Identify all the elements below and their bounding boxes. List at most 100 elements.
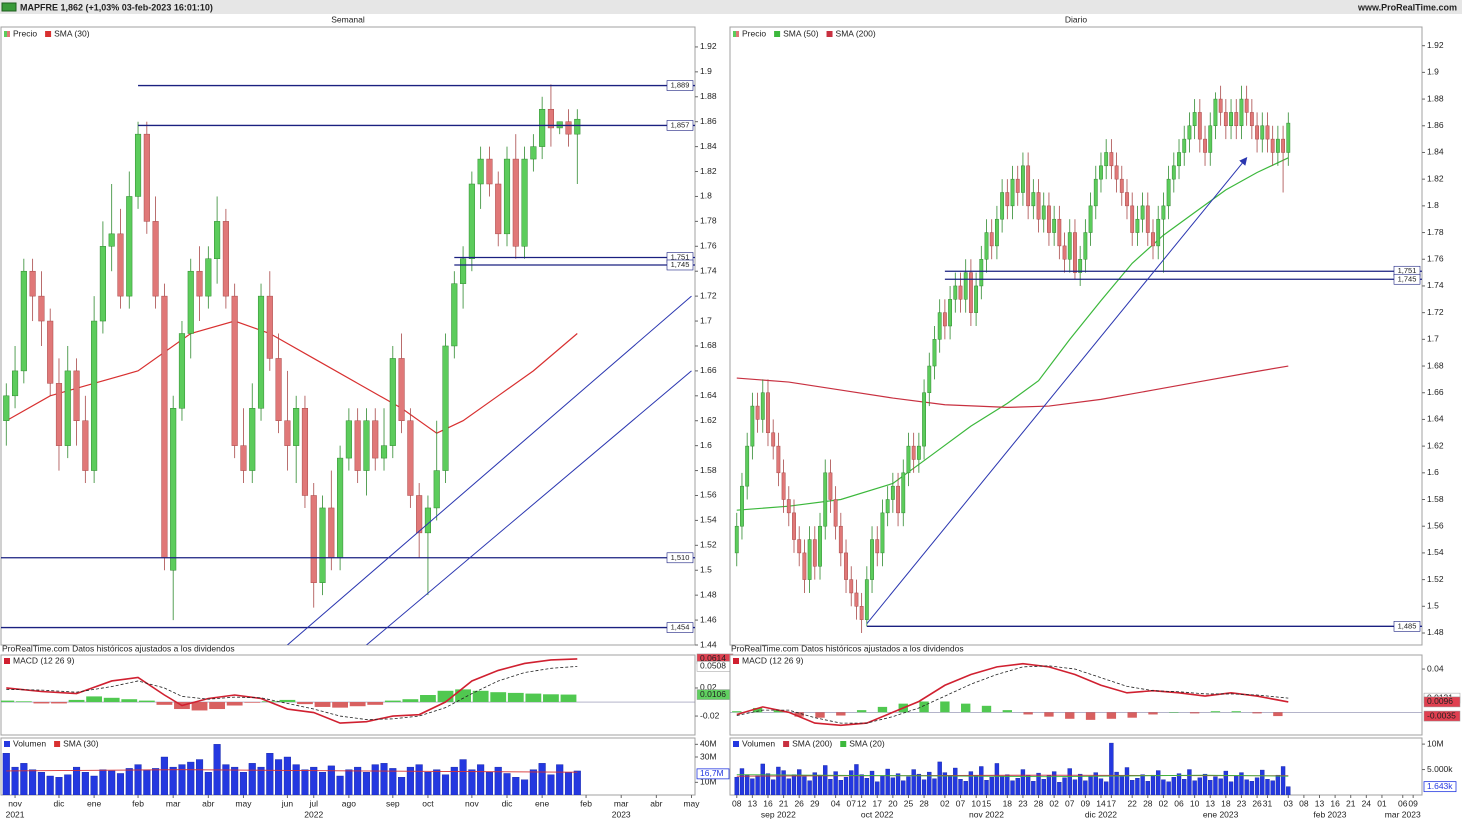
volume-bar	[932, 778, 937, 795]
candle-body	[1239, 98, 1244, 127]
volume-bar	[1005, 774, 1010, 795]
y-tick-label: 1.64	[1427, 414, 1444, 424]
macd-histogram-bar	[402, 699, 419, 703]
candle-body	[854, 592, 859, 607]
volume-bar	[108, 770, 116, 795]
x-tick-label: ene	[535, 798, 549, 808]
candle-body	[844, 552, 848, 580]
y-tick-label: 1.58	[700, 465, 717, 475]
volume-bar	[371, 764, 379, 795]
moving-average	[5, 320, 578, 434]
volume-bar	[760, 763, 765, 795]
macd-histogram-bar	[543, 694, 559, 703]
value-marker-label: 1.643k	[1427, 781, 1453, 791]
candle-body	[1062, 245, 1067, 260]
macd-histogram-bar	[1106, 712, 1117, 719]
legend-label: MACD (12 26 9)	[742, 655, 804, 665]
candle-body	[734, 525, 739, 554]
volume-bar	[843, 776, 849, 795]
legend-swatch	[7, 31, 10, 37]
y-tick-label: 1.66	[700, 365, 717, 375]
volume-bar	[937, 761, 942, 795]
volume-bar	[953, 767, 958, 795]
candle-body	[1244, 98, 1249, 113]
volume-bar	[875, 781, 880, 795]
candle-body	[64, 370, 71, 446]
candle-body	[958, 285, 963, 300]
candle-body	[875, 539, 880, 554]
macd-histogram-bar	[1044, 712, 1054, 717]
candle-body	[1099, 165, 1103, 180]
candle-body	[896, 485, 900, 514]
x-tick-label: 22	[1127, 798, 1137, 808]
candle-body	[807, 539, 812, 580]
candle-body	[363, 420, 370, 471]
volume-bar	[73, 766, 81, 795]
candle-body	[1171, 165, 1176, 180]
candle-body	[1161, 205, 1166, 220]
volume-bar	[1109, 742, 1114, 795]
x-tick-label: 09	[1081, 798, 1091, 808]
value-marker	[1423, 710, 1461, 722]
volume-bar	[283, 756, 291, 795]
candle-body	[161, 295, 168, 559]
candle-body	[1083, 232, 1088, 260]
candle-body	[906, 445, 911, 474]
candle-body	[797, 539, 802, 554]
volume-bar	[477, 764, 485, 795]
value-marker	[696, 768, 730, 780]
candle-body	[1182, 138, 1187, 153]
macd-histogram-bar	[297, 702, 313, 705]
x-tick-label: 08	[732, 798, 742, 808]
x-tick-label: 12	[857, 798, 867, 808]
candle-body	[1031, 192, 1036, 207]
volume-average	[6, 769, 578, 773]
value-marker-label: 0.0096	[1427, 696, 1453, 706]
legend-label: SMA (200)	[836, 28, 876, 38]
volume-bar	[468, 769, 476, 795]
macd-line	[736, 662, 1289, 727]
x-tick-label: may	[235, 798, 252, 808]
legend-swatch	[4, 658, 10, 664]
macd-histogram-bar	[1085, 712, 1096, 720]
volume-bar	[1182, 779, 1187, 795]
volume-bar	[947, 775, 953, 795]
volume-bar	[1161, 779, 1166, 795]
value-marker-label: 0.0106	[700, 689, 726, 699]
macd-histogram-bar	[836, 712, 846, 716]
candle-body	[1151, 232, 1155, 247]
candle-body	[433, 470, 440, 509]
candle-body	[152, 221, 159, 297]
candle-body	[442, 345, 449, 471]
volume-bar	[512, 777, 520, 795]
candle-body	[792, 512, 796, 540]
candle-body	[1255, 125, 1259, 140]
candle-body	[196, 270, 203, 297]
period-label: 2023	[612, 809, 631, 819]
volume-bar	[503, 773, 511, 795]
volume-average	[736, 774, 1289, 778]
y-tick-label: 1.6	[700, 440, 712, 450]
volume-bar	[1249, 781, 1255, 795]
volume-bar	[854, 764, 859, 795]
candle-body	[1265, 125, 1270, 140]
candle-body	[512, 158, 519, 247]
level-label: 1,454	[671, 623, 690, 632]
candle-body	[337, 457, 344, 559]
candle-body	[1177, 152, 1181, 167]
chart-title: Semanal	[331, 14, 365, 24]
candle-body	[328, 507, 335, 559]
y-tick-label: 1.82	[1427, 173, 1444, 183]
volume-bar	[817, 774, 823, 795]
y-tick-label: 1.68	[1427, 360, 1444, 370]
candle-body	[828, 472, 833, 500]
y-tick-label: 1.68	[700, 340, 717, 350]
macd-histogram-bar	[490, 692, 507, 703]
panel	[729, 26, 1423, 646]
x-tick-label: 26	[1252, 798, 1262, 808]
x-tick-label: 28	[1143, 798, 1153, 808]
candle-body	[486, 158, 493, 185]
volume-bar	[398, 777, 406, 795]
candle-body	[1067, 232, 1072, 260]
site-link[interactable]: www.ProRealTime.com	[1357, 2, 1457, 12]
